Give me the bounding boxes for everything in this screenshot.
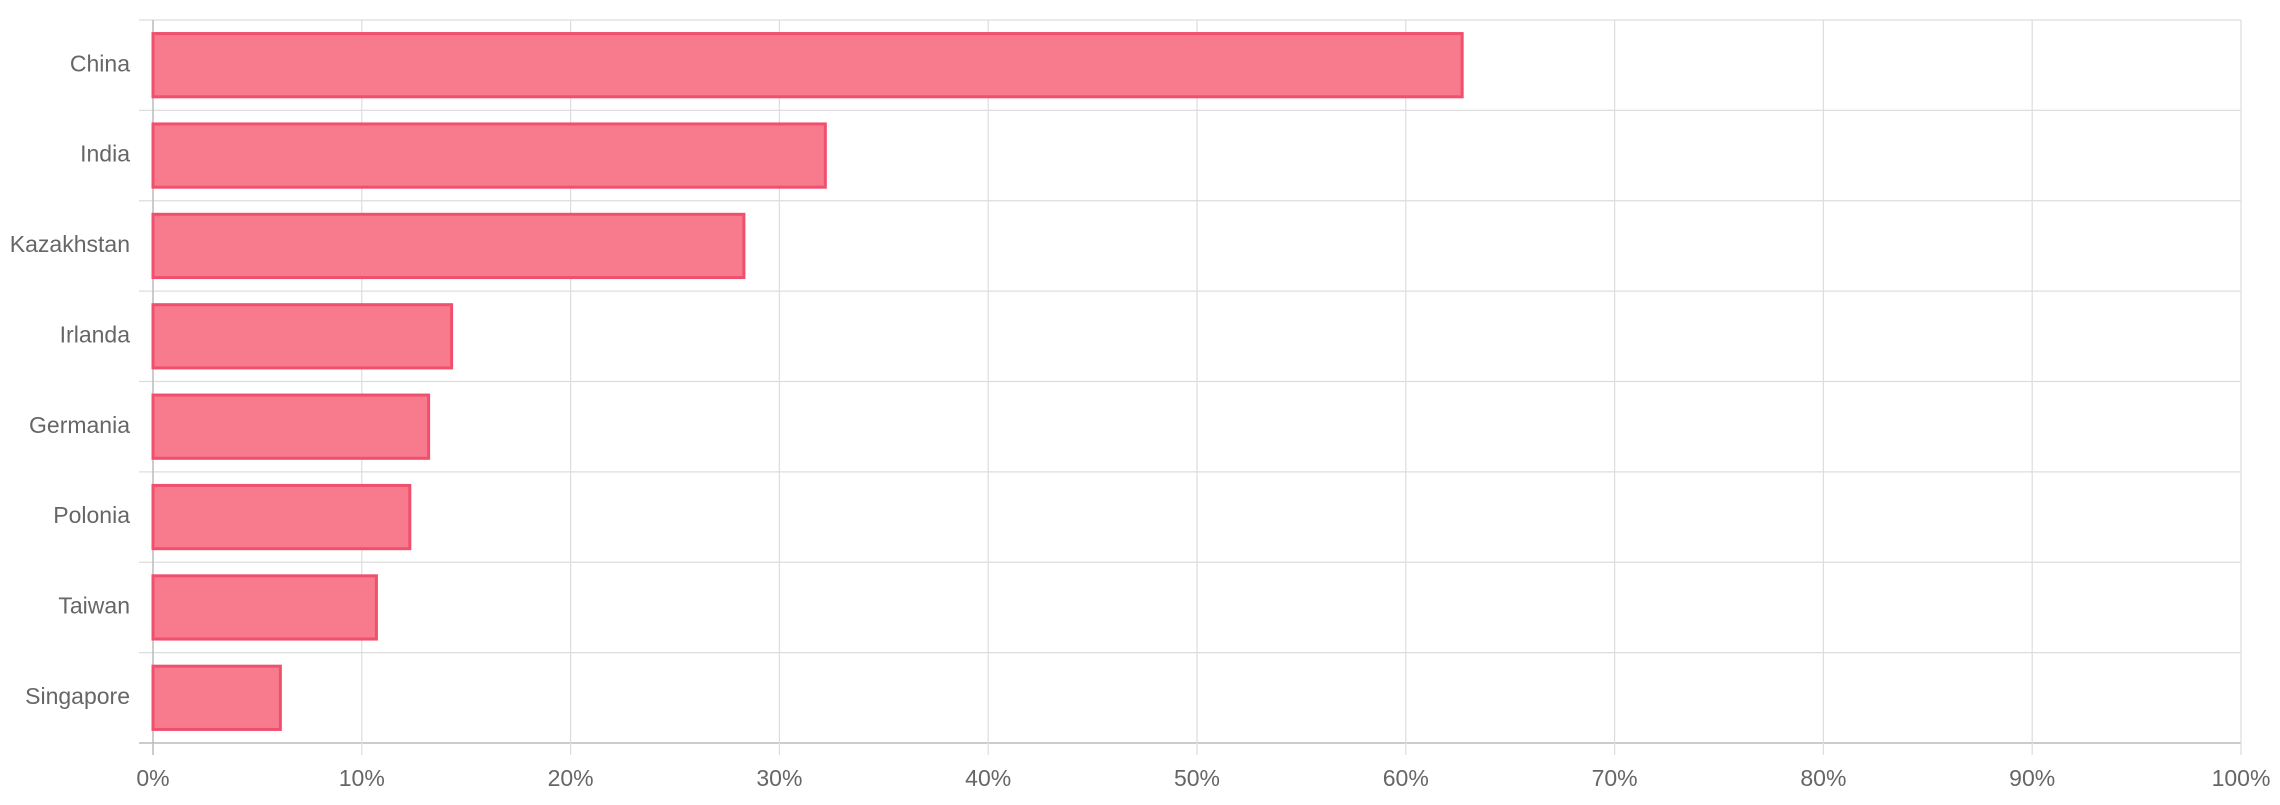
bar xyxy=(151,664,282,731)
x-tick-label: 40% xyxy=(965,765,1011,791)
bar xyxy=(151,483,412,551)
y-tick-label: Irlanda xyxy=(60,321,131,347)
x-tick-label: 100% xyxy=(2212,765,2271,791)
x-tick-label: 0% xyxy=(136,765,169,791)
bar xyxy=(151,303,454,370)
x-tick-label: 20% xyxy=(548,765,594,791)
y-tick-label: Polonia xyxy=(53,502,130,528)
x-tick-label: 90% xyxy=(2009,765,2055,791)
bar xyxy=(151,212,746,280)
bar xyxy=(151,32,1464,99)
x-tick-label: 70% xyxy=(1592,765,1638,791)
x-tick-label: 80% xyxy=(1800,765,1846,791)
y-tick-label: Singapore xyxy=(25,683,130,709)
y-tick-label: China xyxy=(70,50,130,76)
y-tick-label: Kazakhstan xyxy=(10,231,130,257)
bar xyxy=(151,393,431,460)
x-tick-label: 60% xyxy=(1383,765,1429,791)
bar xyxy=(151,574,378,641)
x-tick-label: 10% xyxy=(339,765,385,791)
bar xyxy=(151,122,827,189)
x-tick-label: 50% xyxy=(1174,765,1220,791)
y-tick-label: Taiwan xyxy=(58,593,130,619)
x-tick-label: 30% xyxy=(756,765,802,791)
y-tick-label: Germania xyxy=(29,412,130,438)
y-tick-label: India xyxy=(80,141,130,167)
